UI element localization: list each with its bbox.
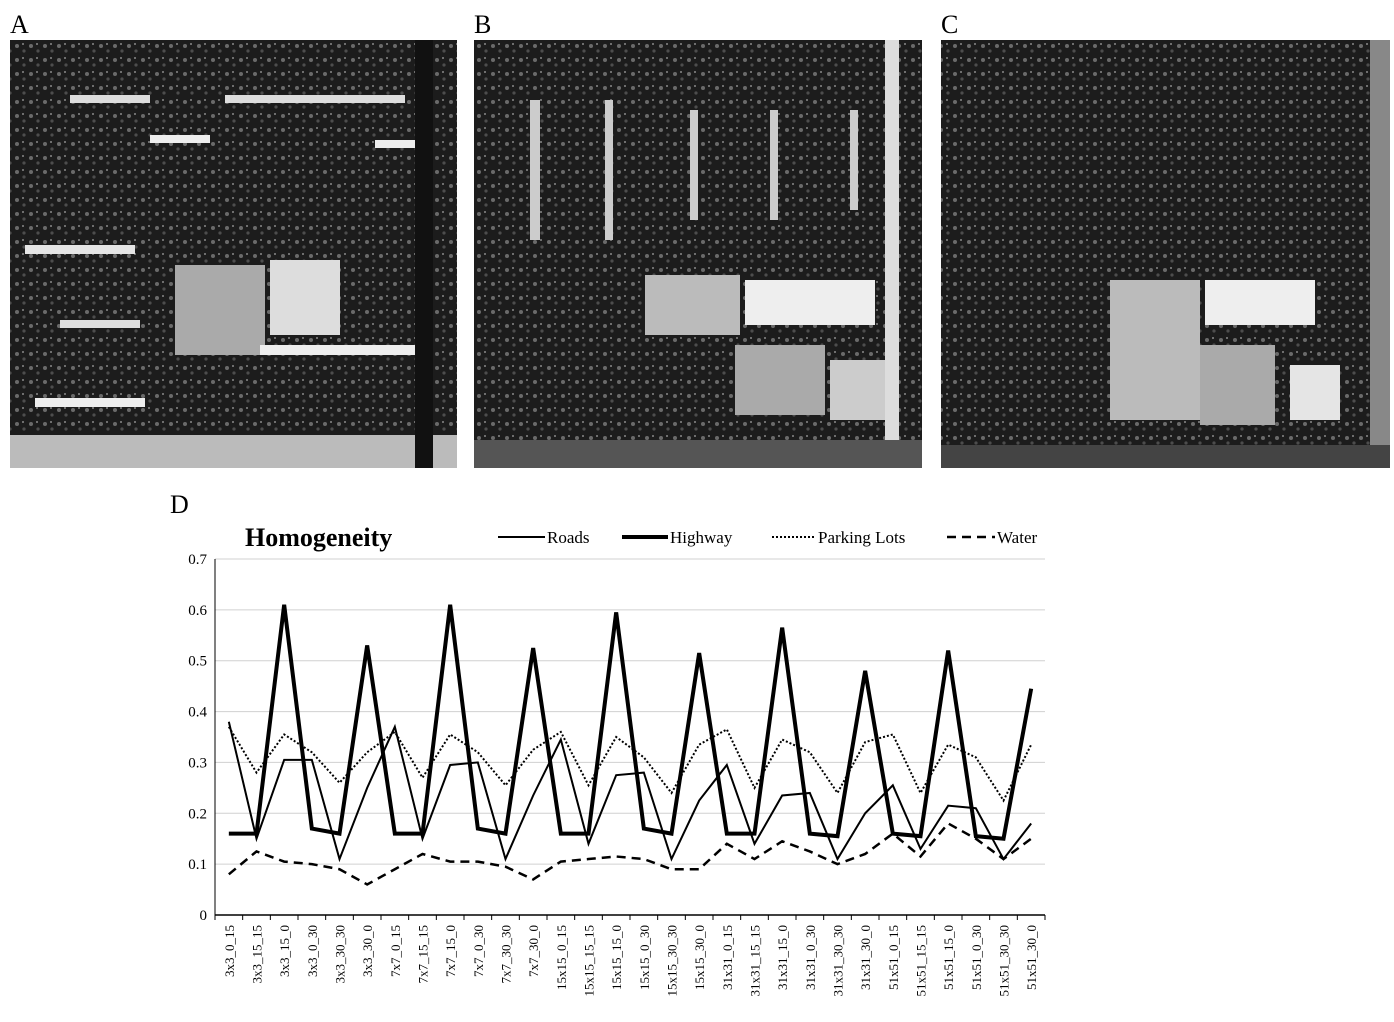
image-b [474,40,922,468]
x-tick-label: 15x15_30_0 [692,925,707,990]
y-tick-label: 0.2 [188,806,207,822]
x-tick-label: 7x7_0_15 [388,925,403,977]
x-tick-label: 51x51_15_15 [914,925,929,997]
x-tick-label: 31x31_30_30 [831,925,846,997]
x-tick-label: 31x31_0_15 [720,925,735,990]
x-tick-label: 7x7_30_30 [499,925,514,984]
x-tick-label: 31x31_15_15 [748,925,763,997]
y-tick-label: 0.3 [188,755,207,771]
panel-label: C [941,10,958,39]
y-tick-label: 0.1 [188,857,207,873]
legend-label: Highway [670,528,733,547]
x-tick-label: 51x51_0_30 [969,925,984,990]
x-tick-label: 3x3_30_0 [360,925,375,977]
y-tick-label: 0.4 [188,705,207,721]
x-tick-label: 7x7_30_0 [526,925,541,977]
page: A B C D Homogeneity 0 0.1 0.2 0.3 0.4 0.5 0.6 0… [0,0,1394,1022]
x-tick-label: 3x3_15_15 [250,925,265,984]
x-tick-label: 15x15_0_30 [637,925,652,990]
x-tick-label: 15x15_0_15 [554,925,569,990]
y-tick-label: 0.5 [188,654,207,670]
chart-title: Homogeneity [245,523,392,552]
x-tick-label: 7x7_15_15 [416,925,431,984]
panel-label: A [10,10,29,39]
x-tick-label: 51x51_30_30 [997,925,1012,997]
legend-label: Roads [547,528,590,547]
y-tick-label: 0.6 [188,603,207,619]
x-tick-label: 51x51_0_15 [886,925,901,990]
x-tick-label: 51x51_15_0 [941,925,956,990]
y-tick-label: 0 [200,908,208,924]
legend-label: Water [997,528,1037,547]
x-tick-label: 15x15_15_0 [609,925,624,990]
legend-label: Parking Lots [818,528,905,547]
x-tick-label: 31x31_30_0 [858,925,873,990]
image-c [941,40,1390,468]
series-line [229,605,1031,839]
x-tick-label: 3x3_30_30 [333,925,348,984]
x-tick-label: 15x15_15_15 [582,925,597,997]
x-tick-label: 3x3_15_0 [277,925,292,977]
figure: A B C D Homogeneity 0 0.1 0.2 0.3 0.4 0.5 0.6 0… [0,0,1394,1022]
panel-label: B [474,10,491,39]
x-tick-label: 51x51_30_0 [1024,925,1039,990]
x-tick-label: 3x3_0_15 [222,925,237,977]
x-tick-label: 31x31_0_30 [803,925,818,990]
series-line [229,722,1031,859]
x-tick-label: 15x15_30_30 [665,925,680,997]
x-tick-label: 7x7_0_30 [471,925,486,977]
image-a [10,40,457,468]
y-tick-label: 0.7 [188,552,207,568]
x-tick-label: 7x7_15_0 [443,925,458,977]
x-tick-label: 3x3_0_30 [305,925,320,977]
panel-label: D [170,490,189,519]
x-tick-label: 31x31_15_0 [775,925,790,990]
